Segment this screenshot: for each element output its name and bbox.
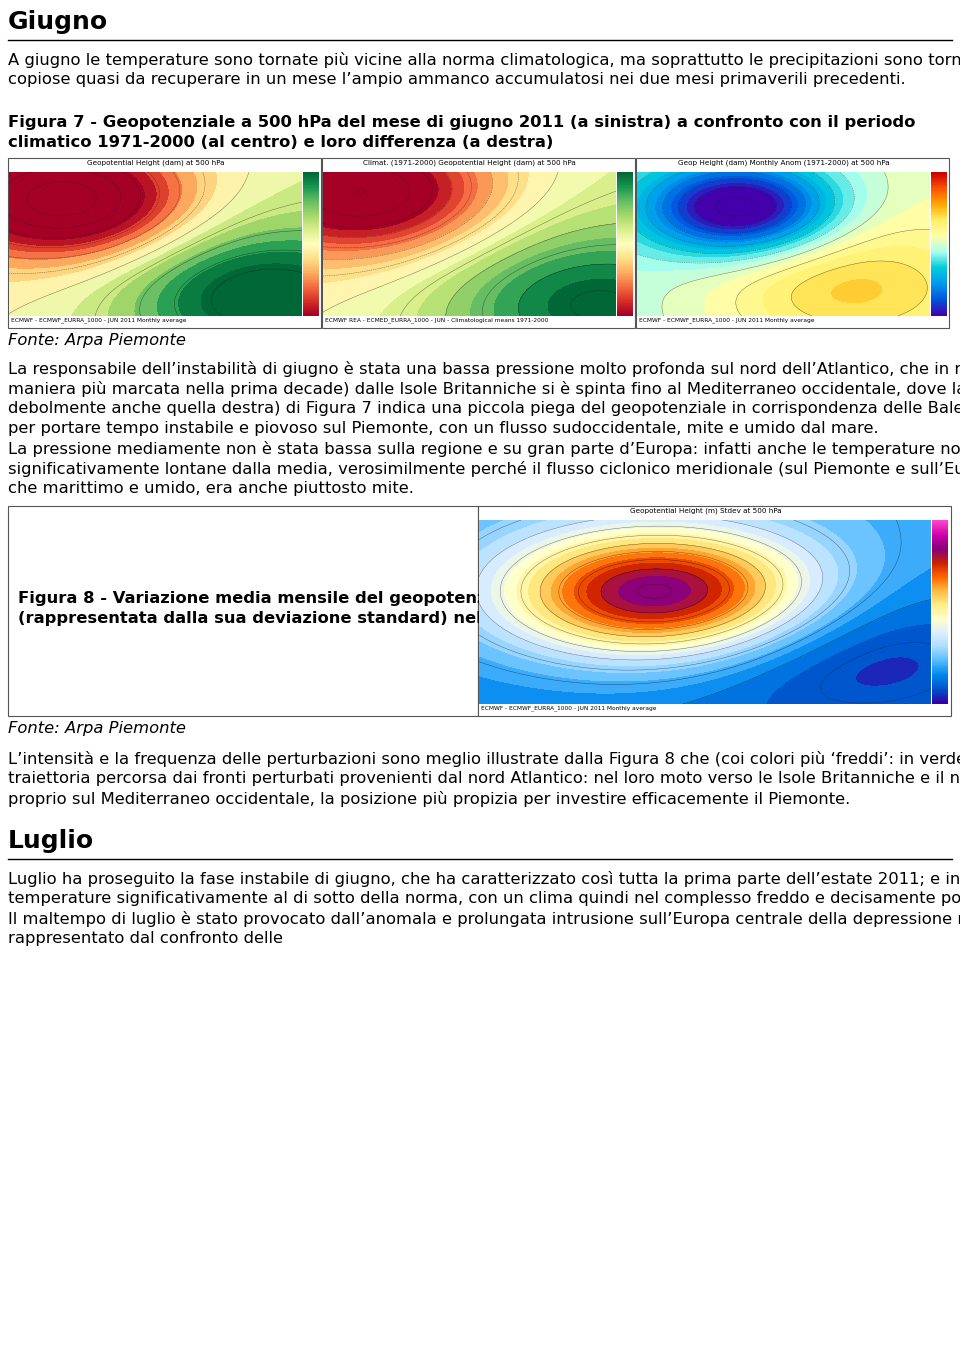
- Text: La responsabile dell’instabilità di giugno è stata una bassa pressione molto pro: La responsabile dell’instabilità di giug…: [8, 360, 960, 377]
- Text: (rappresentata dalla sua deviazione standard) nel mese di giugno 2011: (rappresentata dalla sua deviazione stan…: [18, 612, 680, 627]
- Text: copiose quasi da recuperare in un mese l’ampio ammanco accumulatosi nei due mesi: copiose quasi da recuperare in un mese l…: [8, 72, 905, 87]
- Text: traiettoria percorsa dai fronti perturbati provenienti dal nord Atlantico: nel l: traiettoria percorsa dai fronti perturba…: [8, 771, 960, 786]
- Text: che marittimo e umido, era anche piuttosto mite.: che marittimo e umido, era anche piuttos…: [8, 480, 414, 495]
- Text: Geop Height (dam) Monthly Anom (1971-2000) at 500 hPa: Geop Height (dam) Monthly Anom (1971-200…: [678, 158, 889, 165]
- Text: A giugno le temperature sono tornate più vicine alla norma climatologica, ma sop: A giugno le temperature sono tornate più…: [8, 52, 960, 68]
- Text: per portare tempo instabile e piovoso sul Piemonte, con un flusso sudoccidentale: per portare tempo instabile e piovoso su…: [8, 420, 878, 435]
- Text: ECMWF - ECMWF_EURRA_1000 - JUN 2011 Monthly average: ECMWF - ECMWF_EURRA_1000 - JUN 2011 Mont…: [481, 704, 657, 711]
- Text: debolmente anche quella destra) di Figura 7 indica una piccola piega del geopote: debolmente anche quella destra) di Figur…: [8, 401, 960, 416]
- Text: Figura 7 - Geopotenziale a 500 hPa del mese di giugno 2011 (a sinistra) a confro: Figura 7 - Geopotenziale a 500 hPa del m…: [8, 115, 916, 130]
- Bar: [636, 158, 949, 328]
- Text: L’intensità e la frequenza delle perturbazioni sono meglio illustrate dalla Figu: L’intensità e la frequenza delle perturb…: [8, 751, 960, 767]
- Text: Fonte: Arpa Piemonte: Fonte: Arpa Piemonte: [8, 333, 186, 348]
- Text: Luglio: Luglio: [8, 829, 94, 853]
- Text: Giugno: Giugno: [8, 10, 108, 34]
- Bar: [322, 158, 635, 328]
- Text: proprio sul Mediterraneo occidentale, la posizione più propizia per investire ef: proprio sul Mediterraneo occidentale, la…: [8, 790, 851, 807]
- Text: Il maltempo di luglio è stato provocato dall’anomala e prolungata intrusione sul: Il maltempo di luglio è stato provocato …: [8, 910, 960, 927]
- Text: Fonte: Arpa Piemonte: Fonte: Arpa Piemonte: [8, 721, 186, 736]
- Text: ECMWF - ECMWF_EURRA_1000 - JUN 2011 Monthly average: ECMWF - ECMWF_EURRA_1000 - JUN 2011 Mont…: [11, 317, 186, 322]
- Text: significativamente lontane dalla media, verosimilmente perché il flusso ciclonic: significativamente lontane dalla media, …: [8, 461, 960, 476]
- Text: ECMWF REA - ECMED_EURRA_1000 - JUN - Climatological means 1971-2000: ECMWF REA - ECMED_EURRA_1000 - JUN - Cli…: [325, 317, 548, 322]
- Text: Climat. (1971-2000) Geopotential Height (dam) at 500 hPa: Climat. (1971-2000) Geopotential Height …: [363, 158, 576, 165]
- Bar: [478, 506, 951, 717]
- Text: climatico 1971-2000 (al centro) e loro differenza (a destra): climatico 1971-2000 (al centro) e loro d…: [8, 135, 553, 150]
- Bar: [8, 158, 321, 328]
- Bar: [8, 506, 478, 717]
- Text: La pressione mediamente non è stata bassa sulla regione e su gran parte d’Europa: La pressione mediamente non è stata bass…: [8, 441, 960, 457]
- Text: rappresentato dal confronto delle: rappresentato dal confronto delle: [8, 931, 283, 946]
- Text: ECMWF - ECMWF_EURRA_1000 - JUN 2011 Monthly average: ECMWF - ECMWF_EURRA_1000 - JUN 2011 Mont…: [639, 317, 814, 322]
- Text: temperature significativamente al di sotto della norma, con un clima quindi nel : temperature significativamente al di sot…: [8, 891, 960, 906]
- Text: Luglio ha proseguito la fase instabile di giugno, che ha caratterizzato così tut: Luglio ha proseguito la fase instabile d…: [8, 871, 960, 887]
- Text: Figura 8 - Variazione media mensile del geopotenziale a 500 hPa: Figura 8 - Variazione media mensile del …: [18, 591, 616, 606]
- Text: Geopotential Height (m) Stdev at 500 hPa: Geopotential Height (m) Stdev at 500 hPa: [630, 506, 781, 513]
- Text: maniera più marcata nella prima decade) dalle Isole Britanniche si è spinta fino: maniera più marcata nella prima decade) …: [8, 381, 960, 397]
- Text: Geopotential Height (dam) at 500 hPa: Geopotential Height (dam) at 500 hPa: [86, 158, 225, 165]
